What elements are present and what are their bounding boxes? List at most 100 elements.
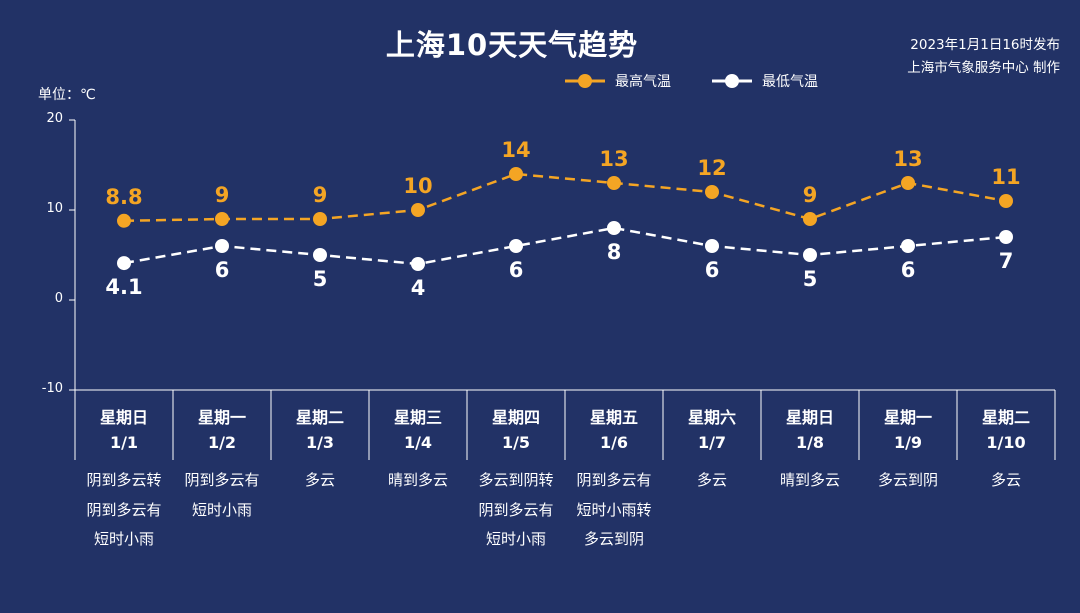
data-point-0 xyxy=(117,213,131,228)
data-label-high: 14 xyxy=(501,138,531,162)
data-label-high: 12 xyxy=(697,156,727,180)
date-label: 1/2 xyxy=(207,433,237,452)
y-tick-label: 0 xyxy=(54,291,63,306)
data-point-1 xyxy=(313,248,327,262)
weather-line: 阴到多云有 xyxy=(576,471,652,489)
data-label-low: 5 xyxy=(312,267,328,291)
data-label-high: 11 xyxy=(991,165,1021,189)
data-point-0 xyxy=(215,212,229,226)
weekday-label: 星期二 xyxy=(295,408,344,427)
weather-line: 阴到多云有 xyxy=(184,471,260,489)
weather-line: 短时小雨 xyxy=(485,530,546,548)
weather-line: 阴到多云转 xyxy=(86,471,162,489)
weather-line: 阴到多云有 xyxy=(86,500,162,519)
publish-time: 2023年1月1日16时发布 xyxy=(910,37,1060,53)
chart-title: 上海10天天气趋势 xyxy=(385,28,639,62)
weekday-label: 星期日 xyxy=(99,408,148,427)
data-point-0 xyxy=(705,185,719,199)
y-axis-unit: 单位：℃ xyxy=(38,87,96,103)
data-point-0 xyxy=(411,203,425,217)
date-label: 1/3 xyxy=(305,433,335,452)
data-label-high: 13 xyxy=(599,147,629,171)
weather-line: 短时小雨转 xyxy=(576,500,652,519)
weather-line: 阴到多云有 xyxy=(478,500,554,519)
weekday-label: 星期日 xyxy=(785,408,834,427)
date-label: 1/6 xyxy=(599,433,629,452)
data-label-low: 6 xyxy=(900,258,916,282)
weekday-label: 星期六 xyxy=(687,408,736,427)
date-label: 1/10 xyxy=(986,433,1026,452)
weather-description: 多云到阴转阴到多云有短时小雨 xyxy=(467,466,565,555)
data-label-high: 10 xyxy=(403,174,433,198)
data-point-1 xyxy=(999,230,1013,244)
legend-label-0: 最高气温 xyxy=(615,74,671,90)
data-point-0 xyxy=(313,212,327,226)
y-tick-label: 10 xyxy=(46,201,63,216)
weather-description: 多云 xyxy=(957,466,1055,496)
weather-line: 多云到阴 xyxy=(583,530,644,548)
weather-line: 多云 xyxy=(990,471,1021,489)
date-label: 1/8 xyxy=(795,433,825,452)
weather-description: 阴到多云转阴到多云有短时小雨 xyxy=(75,466,173,555)
weather-line: 短时小雨 xyxy=(93,530,154,548)
data-label-low: 5 xyxy=(802,267,818,291)
data-point-1 xyxy=(411,257,425,271)
data-point-1 xyxy=(803,248,817,262)
data-label-low: 6 xyxy=(214,258,230,282)
date-label: 1/1 xyxy=(109,433,139,452)
legend-marker-0 xyxy=(578,74,592,88)
weather-description: 晴到多云 xyxy=(761,466,859,496)
data-point-1 xyxy=(901,239,915,253)
data-label-low: 8 xyxy=(606,240,622,264)
weekday-label: 星期二 xyxy=(981,408,1030,427)
y-tick-label: -10 xyxy=(41,381,63,396)
series-line-1 xyxy=(123,226,1007,266)
legend-label-1: 最低气温 xyxy=(762,74,818,90)
weather-description: 多云 xyxy=(271,466,369,496)
y-tick-label: 20 xyxy=(46,111,63,126)
data-point-0 xyxy=(999,194,1013,208)
weather-description: 阴到多云有短时小雨转多云到阴 xyxy=(565,466,663,555)
weather-line: 短时小雨 xyxy=(191,500,252,519)
data-point-1 xyxy=(215,239,229,253)
weather-description: 晴到多云 xyxy=(369,466,467,496)
date-label: 1/5 xyxy=(501,433,531,452)
data-point-0 xyxy=(607,176,621,190)
data-label-low: 4.1 xyxy=(105,275,143,300)
publisher: 上海市气象服务中心 制作 xyxy=(907,60,1060,76)
weather-line: 晴到多云 xyxy=(387,471,448,489)
weather-description: 多云 xyxy=(663,466,761,496)
date-label: 1/9 xyxy=(893,433,923,452)
weekday-label: 星期五 xyxy=(589,408,638,427)
weekday-label: 星期一 xyxy=(197,408,246,427)
data-label-high: 9 xyxy=(214,183,230,207)
weather-line: 多云 xyxy=(696,471,727,489)
data-label-high: 13 xyxy=(893,147,923,171)
data-label-low: 6 xyxy=(508,258,524,282)
series-line-0 xyxy=(123,172,1007,223)
weather-line: 多云到阴转 xyxy=(478,471,554,489)
legend-marker-1 xyxy=(725,74,739,88)
data-point-1 xyxy=(705,239,719,253)
weekday-label: 星期四 xyxy=(491,408,540,427)
data-label-high: 9 xyxy=(312,183,328,207)
data-label-low: 6 xyxy=(704,258,720,282)
data-label-low: 4 xyxy=(410,276,426,300)
weather-line: 多云 xyxy=(304,471,335,489)
weekday-label: 星期一 xyxy=(883,408,932,427)
data-label-low: 7 xyxy=(998,249,1014,273)
data-label-high: 9 xyxy=(802,183,818,207)
weather-description: 阴到多云有 短时小雨 xyxy=(173,466,271,525)
data-point-0 xyxy=(509,167,523,181)
data-point-1 xyxy=(509,239,523,253)
data-point-0 xyxy=(803,212,817,226)
date-label: 1/4 xyxy=(403,433,433,452)
weather-line: 晴到多云 xyxy=(779,471,840,489)
weekday-label: 星期三 xyxy=(393,408,442,427)
weather-line: 多云到阴 xyxy=(877,471,938,489)
data-point-1 xyxy=(117,256,131,271)
date-label: 1/7 xyxy=(697,433,727,452)
publish-info: 2023年1月1日16时发布 上海市气象服务中心 制作 xyxy=(907,34,1060,80)
